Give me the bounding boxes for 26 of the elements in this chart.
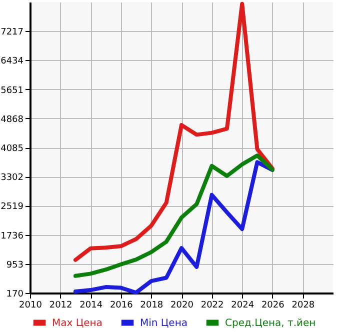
legend-label: Max Цена	[52, 318, 102, 329]
x-tick-label: 2012	[49, 300, 72, 310]
x-tick-label: 2026	[261, 300, 285, 310]
y-tick-label: 2519	[0, 202, 24, 212]
x-tick-label: 2010	[19, 300, 42, 310]
y-tick-label: 6434	[0, 56, 24, 67]
x-tick-label: 2028	[292, 300, 315, 310]
y-tick-label: 953	[6, 260, 24, 270]
line-series	[73, 2, 274, 262]
y-tick-label: 170	[6, 290, 24, 300]
y-tick-label: 4868	[0, 114, 24, 125]
y-tick-label: 7217	[0, 28, 24, 38]
y-tick-label: 5651	[0, 86, 24, 96]
y-tick-label: 4085	[0, 144, 24, 154]
line-series	[73, 160, 274, 295]
x-tick-label: 2022	[200, 300, 224, 310]
legend-label: Сред.Цена, т.йен	[225, 318, 316, 329]
y-tick-label: 3302	[0, 173, 24, 184]
x-tick-label: 2014	[80, 300, 103, 310]
x-tick-label: 2024	[231, 300, 254, 310]
x-tick-label: 2016	[110, 300, 134, 310]
line-series	[73, 153, 274, 278]
x-tick-label: 2020	[170, 300, 194, 310]
legend-label: Min Цена	[140, 318, 188, 329]
y-tick-label: 1736	[0, 231, 24, 242]
x-tick-label: 2018	[140, 300, 164, 310]
